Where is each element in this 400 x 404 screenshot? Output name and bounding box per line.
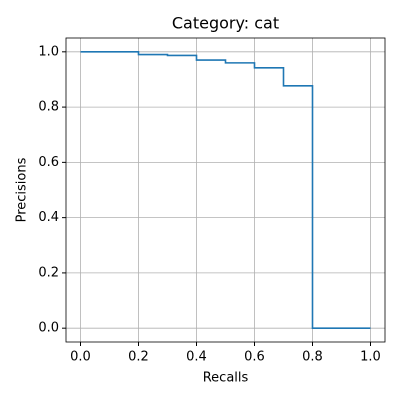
- x-tick-label: 0.8: [302, 350, 323, 365]
- y-tick-label: 0.0: [38, 321, 59, 336]
- x-tick-label: 0.6: [244, 350, 265, 365]
- plot-frame: [65, 37, 386, 343]
- pr-curve: [80, 51, 371, 329]
- y-tick-label: 0.8: [38, 100, 59, 115]
- x-tick-label: 1.0: [360, 350, 381, 365]
- y-axis-label: Precisions: [15, 157, 30, 222]
- x-tick-label: 0.4: [186, 350, 207, 365]
- x-axis-label: Recalls: [203, 371, 249, 386]
- y-tick-label: 0.4: [38, 210, 59, 225]
- x-tick-label: 0.2: [128, 350, 149, 365]
- y-tick-label: 0.6: [38, 155, 59, 170]
- chart-title: Category: cat: [172, 14, 279, 33]
- x-tick-label: 0.0: [70, 350, 91, 365]
- y-tick-label: 1.0: [38, 44, 59, 59]
- y-tick-label: 0.2: [38, 265, 59, 280]
